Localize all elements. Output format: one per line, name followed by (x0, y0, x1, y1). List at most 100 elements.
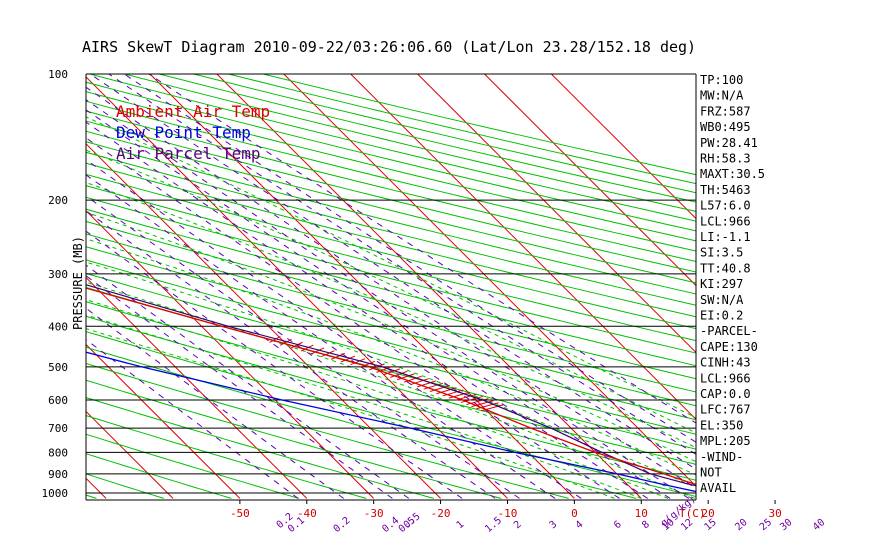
chart-title: AIRS SkewT Diagram 2010-09-22/03:26:06.6… (82, 38, 696, 56)
parcel-line-point (482, 399, 484, 401)
cape-hatch-stroke (383, 368, 400, 376)
cape-hatch-stroke (417, 380, 437, 388)
index-entry: TP:100 (700, 73, 743, 87)
parcel-line-point (550, 427, 552, 429)
pressure-tick-label: 700 (48, 422, 68, 435)
parcel-line-point (382, 366, 384, 368)
mixing-ratio-label: 40 (811, 517, 827, 533)
temperature-line-point (35, 273, 36, 274)
dry-adiabat-line (86, 259, 696, 421)
dry-adiabat-line (86, 220, 696, 380)
cape-hatch-stroke (410, 378, 430, 386)
dry-adiabat-line (86, 162, 696, 318)
index-entry: TH:5463 (700, 183, 751, 197)
mixing-ratio-line (86, 174, 556, 499)
bottom-tick-label: -30 (364, 507, 384, 520)
index-entry: MW:N/A (700, 89, 744, 103)
dewpoint-line-point (409, 427, 411, 429)
bottom-tick-label: 20 (702, 507, 715, 520)
y-axis-label: PRESSURE (MB) (71, 236, 85, 330)
index-entry: KI:297 (700, 277, 743, 291)
temperature-line-point (462, 399, 464, 401)
temperature-line-point (692, 483, 695, 485)
cape-hatch-stroke (350, 358, 366, 366)
temperature-line-point (221, 325, 223, 327)
dry-adiabat-line (86, 196, 696, 354)
cape-hatch-stroke (397, 373, 415, 381)
index-entry: FRZ:587 (700, 104, 751, 118)
index-entry: CAP:0.0 (700, 387, 751, 401)
index-entry: LFC:767 (700, 403, 751, 417)
cape-hatch-stroke (269, 335, 281, 343)
dry-adiabat-line (86, 141, 696, 295)
cape-hatch-stroke (403, 375, 422, 383)
cape-hatch-stroke (448, 391, 471, 399)
mixing-ratio-labels: 0.1 0.2 0.40.5 1 1.5 2 3 4 6 8 10 12 15 20 25 30 400.2 0.… (275, 494, 828, 535)
mixing-ratio-line (148, 74, 696, 424)
mixing-ratio-line (89, 74, 696, 470)
cape-hatch-stroke (340, 355, 356, 363)
cape-hatch-stroke (442, 389, 464, 397)
pressure-lines (86, 199, 696, 501)
mixing-ratio-line (86, 159, 582, 499)
mixing-ratio-label: 8 (640, 519, 652, 531)
moist-adiabat-line (86, 314, 642, 499)
dry-adiabat-line (86, 185, 696, 342)
cape-hatch-stroke (454, 393, 477, 401)
isotherm-line (484, 74, 696, 287)
parcel-line-point (649, 473, 651, 475)
isotherm-line (350, 74, 696, 421)
parcel-line-point (227, 325, 229, 327)
bottom-tick-label: 0 (571, 507, 578, 520)
mixing-ratio-label: 20 (733, 517, 749, 533)
dry-adiabat-line (86, 301, 696, 465)
dewpoint-line-point (659, 483, 661, 485)
index-entry: SW:N/A (700, 293, 744, 307)
dry-adiabat-line (86, 120, 696, 273)
pressure-tick-label: 100 (48, 68, 68, 81)
cape-hatch-stroke (279, 338, 292, 346)
moist-adiabat-line (86, 116, 696, 419)
dry-adiabat-line (86, 233, 696, 393)
cape-hatch-stroke (429, 384, 450, 392)
pressure-tick-label: 400 (48, 320, 68, 333)
pressure-tick-label: 900 (48, 468, 68, 481)
legend-entry: Air Parcel Temp (116, 144, 261, 163)
mixing-ratio-line (86, 210, 496, 499)
mixing-ratio-label: 6 (612, 519, 624, 531)
cape-hatch-stroke (330, 352, 346, 360)
pressure-tick-label: 500 (48, 361, 68, 374)
mixing-ratio-line (86, 86, 696, 489)
mixing-ratio-label: 1 (455, 519, 467, 531)
mixing-ratio-label: 3 (548, 519, 560, 531)
bottom-tick-label: 30 (768, 507, 781, 520)
bottom-axis-unit: T(C) (679, 507, 706, 520)
isotherm-line (283, 74, 696, 487)
bottom-tick-label: -10 (498, 507, 518, 520)
temperature-line-point (530, 427, 532, 429)
profile-series (35, 273, 696, 493)
dry-adiabat-line (86, 397, 434, 499)
dry-adiabat-line (86, 415, 367, 499)
mixing-ratio-line (86, 195, 520, 499)
legend-entry: Dew Point Temp (116, 123, 251, 142)
index-entry: -PARCEL- (700, 324, 758, 338)
index-entry: EI:0.2 (700, 309, 743, 323)
dry-adiabat-line (86, 130, 696, 284)
dry-adiabat-line (86, 110, 696, 263)
cape-hatch-stroke (300, 344, 314, 352)
cape-hatch-stroke (321, 350, 335, 358)
dry-adiabat-line (86, 362, 569, 499)
bottom-tick-label: 10 (635, 507, 648, 520)
pressure-axis: 100 200 300 400 500 600 700 800 900 1000 (42, 68, 69, 500)
cape-hatch-stroke (436, 387, 457, 395)
legend: Ambient Air Temp Dew Point Temp Air Parcel… (116, 102, 270, 163)
dry-adiabat-line (86, 331, 696, 498)
dewpoint-line-point (281, 399, 283, 401)
moist-adiabat-line (86, 181, 696, 449)
index-entry: -WIND- (700, 450, 743, 464)
index-entry: LCL:966 (700, 371, 751, 385)
cape-hatch (269, 335, 504, 412)
cape-hatch-stroke (423, 382, 444, 390)
